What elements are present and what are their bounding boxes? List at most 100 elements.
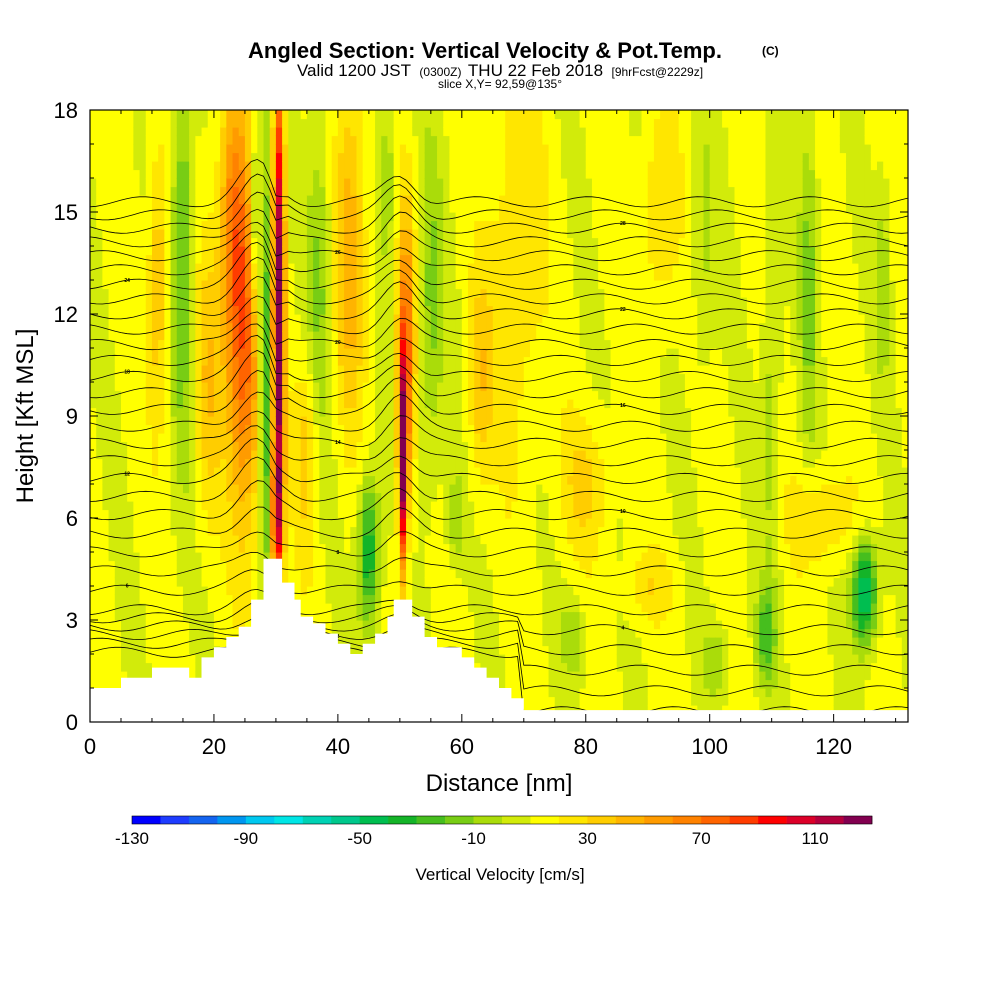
field-cell bbox=[331, 484, 339, 494]
field-cell bbox=[368, 365, 376, 375]
field-cell bbox=[468, 220, 475, 230]
field-cell bbox=[220, 433, 227, 443]
field-cell bbox=[232, 144, 240, 154]
field-cell bbox=[151, 110, 159, 120]
field-cell bbox=[300, 552, 308, 562]
field-cell bbox=[96, 169, 103, 179]
field-cell bbox=[213, 603, 221, 613]
field-cell bbox=[344, 433, 351, 443]
field-cell bbox=[430, 152, 438, 162]
field-cell bbox=[449, 450, 457, 460]
field-cell bbox=[344, 365, 351, 375]
field-cell bbox=[393, 229, 401, 239]
field-cell bbox=[511, 458, 519, 468]
field-cell bbox=[226, 161, 234, 171]
field-cell bbox=[120, 280, 128, 290]
field-cell bbox=[474, 543, 482, 553]
field-cell bbox=[220, 492, 227, 502]
field-cell bbox=[232, 382, 240, 392]
field-cell bbox=[164, 433, 172, 443]
field-cell bbox=[226, 382, 234, 392]
field-cell bbox=[418, 441, 426, 451]
field-cell bbox=[337, 399, 345, 409]
field-cell bbox=[275, 195, 283, 205]
field-cell bbox=[102, 679, 110, 689]
field-cell bbox=[437, 305, 444, 315]
field-cell bbox=[189, 382, 196, 392]
field-cell bbox=[108, 535, 116, 545]
field-cell bbox=[213, 237, 221, 247]
field-cell bbox=[220, 322, 227, 332]
field-cell bbox=[443, 212, 451, 222]
field-cell bbox=[151, 458, 159, 468]
field-cell bbox=[381, 297, 389, 307]
field-cell bbox=[499, 654, 506, 664]
field-cell bbox=[480, 509, 488, 519]
field-cell bbox=[251, 467, 258, 477]
field-cell bbox=[127, 611, 134, 621]
field-cell bbox=[399, 356, 407, 366]
field-cell bbox=[344, 492, 351, 502]
field-cell bbox=[356, 416, 364, 426]
field-cell bbox=[381, 314, 389, 324]
field-cell bbox=[480, 654, 488, 664]
field-cell bbox=[344, 280, 351, 290]
field-cell bbox=[120, 645, 128, 655]
field-cell bbox=[412, 127, 420, 137]
field-cell bbox=[189, 186, 196, 196]
field-cell bbox=[294, 399, 302, 409]
field-cell bbox=[226, 186, 234, 196]
field-cell bbox=[102, 671, 110, 681]
field-cell bbox=[437, 203, 444, 213]
field-cell bbox=[480, 212, 488, 222]
field-cell bbox=[158, 373, 165, 383]
field-cell bbox=[90, 348, 97, 358]
field-cell bbox=[294, 535, 302, 545]
field-cell bbox=[207, 628, 215, 638]
field-cell bbox=[251, 356, 258, 366]
field-cell bbox=[207, 467, 215, 477]
field-cell bbox=[331, 458, 339, 468]
field-cell bbox=[207, 118, 215, 128]
field-cell bbox=[251, 382, 258, 392]
field-cell bbox=[294, 271, 302, 281]
field-cell bbox=[164, 169, 172, 179]
field-cell bbox=[319, 348, 327, 358]
field-cell bbox=[151, 467, 159, 477]
field-cell bbox=[195, 603, 203, 613]
field-cell bbox=[300, 314, 308, 324]
field-cell bbox=[232, 348, 240, 358]
field-cell bbox=[331, 212, 339, 222]
field-cell bbox=[96, 407, 103, 417]
field-cell bbox=[275, 118, 283, 128]
field-cell bbox=[486, 671, 494, 681]
field-cell bbox=[437, 254, 444, 264]
field-cell bbox=[337, 467, 345, 477]
field-cell bbox=[325, 467, 333, 477]
field-cell bbox=[182, 450, 190, 460]
field-cell bbox=[387, 220, 395, 230]
field-cell bbox=[344, 237, 351, 247]
field-cell bbox=[238, 603, 246, 613]
field-cell bbox=[282, 424, 289, 434]
field-cell bbox=[418, 348, 426, 358]
field-cell bbox=[139, 484, 147, 494]
field-cell bbox=[96, 552, 103, 562]
field-cell bbox=[251, 399, 258, 409]
field-cell bbox=[399, 543, 407, 553]
field-cell bbox=[244, 271, 252, 281]
field-cell bbox=[412, 118, 420, 128]
field-cell bbox=[207, 424, 215, 434]
field-cell bbox=[319, 535, 327, 545]
field-cell bbox=[207, 339, 215, 349]
field-cell bbox=[387, 416, 395, 426]
field-cell bbox=[449, 356, 457, 366]
field-cell bbox=[499, 110, 506, 120]
field-cell bbox=[430, 331, 438, 341]
field-cell bbox=[368, 586, 376, 596]
field-cell bbox=[114, 620, 122, 630]
field-cell bbox=[368, 501, 376, 511]
field-cell bbox=[158, 569, 165, 579]
field-cell bbox=[201, 263, 209, 273]
field-cell bbox=[505, 220, 512, 230]
